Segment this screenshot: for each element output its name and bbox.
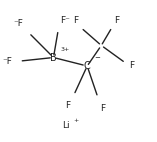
Text: −: − <box>94 56 100 61</box>
Text: F: F <box>100 104 106 113</box>
Text: Li: Li <box>62 121 70 130</box>
Text: ⁻F: ⁻F <box>14 19 24 28</box>
Text: F⁻: F⁻ <box>60 16 70 25</box>
Text: F: F <box>130 61 135 70</box>
Text: B: B <box>50 53 57 62</box>
Text: C: C <box>84 61 91 71</box>
Text: +: + <box>73 118 79 123</box>
Text: F: F <box>66 101 71 110</box>
Text: F: F <box>73 16 78 25</box>
Text: ⁻F: ⁻F <box>3 57 13 66</box>
Text: 3+: 3+ <box>61 47 70 52</box>
Text: F: F <box>114 16 119 25</box>
